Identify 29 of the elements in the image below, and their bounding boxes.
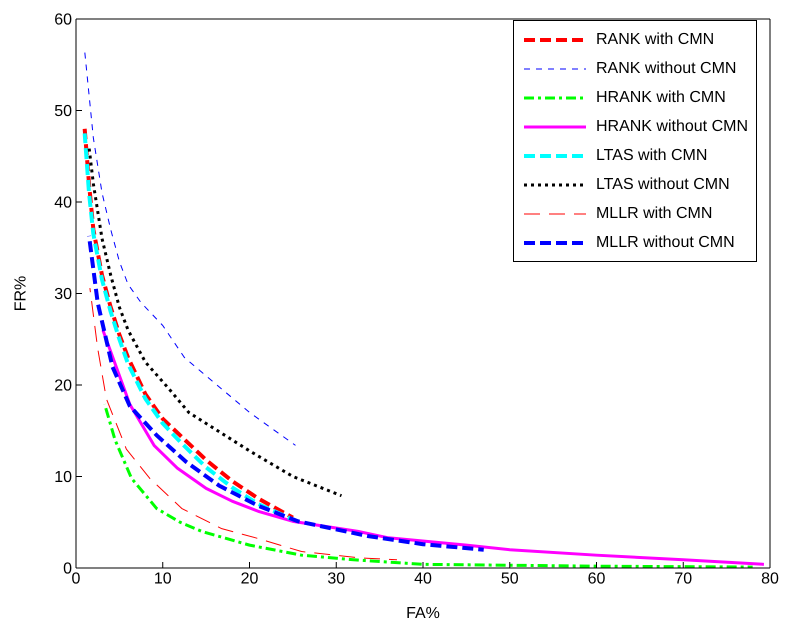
- y-axis-title: FR%: [12, 276, 30, 312]
- x-tick-label: 50: [500, 570, 519, 588]
- y-tick-label: 30: [54, 286, 72, 304]
- x-tick-label: 80: [761, 570, 779, 588]
- y-tick-label: 40: [54, 194, 72, 212]
- x-axis-title: FA%: [406, 605, 440, 622]
- line-series: [84, 50, 296, 446]
- y-tick-label: 10: [54, 469, 72, 486]
- y-tick-label: 60: [54, 12, 72, 29]
- legend-label: LTAS without CMN: [596, 176, 730, 194]
- legend-label: HRANK without CMN: [596, 118, 748, 136]
- legend-label: MLLR with CMN: [596, 204, 712, 222]
- legend-label: RANK without CMN: [596, 60, 736, 78]
- x-tick-label: 10: [154, 570, 172, 588]
- line-series: [87, 234, 486, 552]
- legend-label: LTAS with CMN: [596, 146, 708, 164]
- x-tick-label: 60: [588, 570, 606, 588]
- line-series: [89, 288, 398, 560]
- line-series: [103, 402, 754, 568]
- x-tick-label: 20: [240, 570, 258, 588]
- x-tick-label: 30: [327, 570, 346, 588]
- x-tick-label: 40: [414, 570, 432, 588]
- y-tick-label: 50: [54, 103, 72, 120]
- legend-label: MLLR without CMN: [596, 234, 735, 252]
- legend-label: RANK with CMN: [596, 30, 714, 48]
- y-tick-label: 20: [54, 378, 72, 395]
- legend-label: HRANK with CMN: [596, 88, 726, 106]
- x-tick-label: 70: [674, 570, 692, 588]
- line-series: [88, 146, 343, 498]
